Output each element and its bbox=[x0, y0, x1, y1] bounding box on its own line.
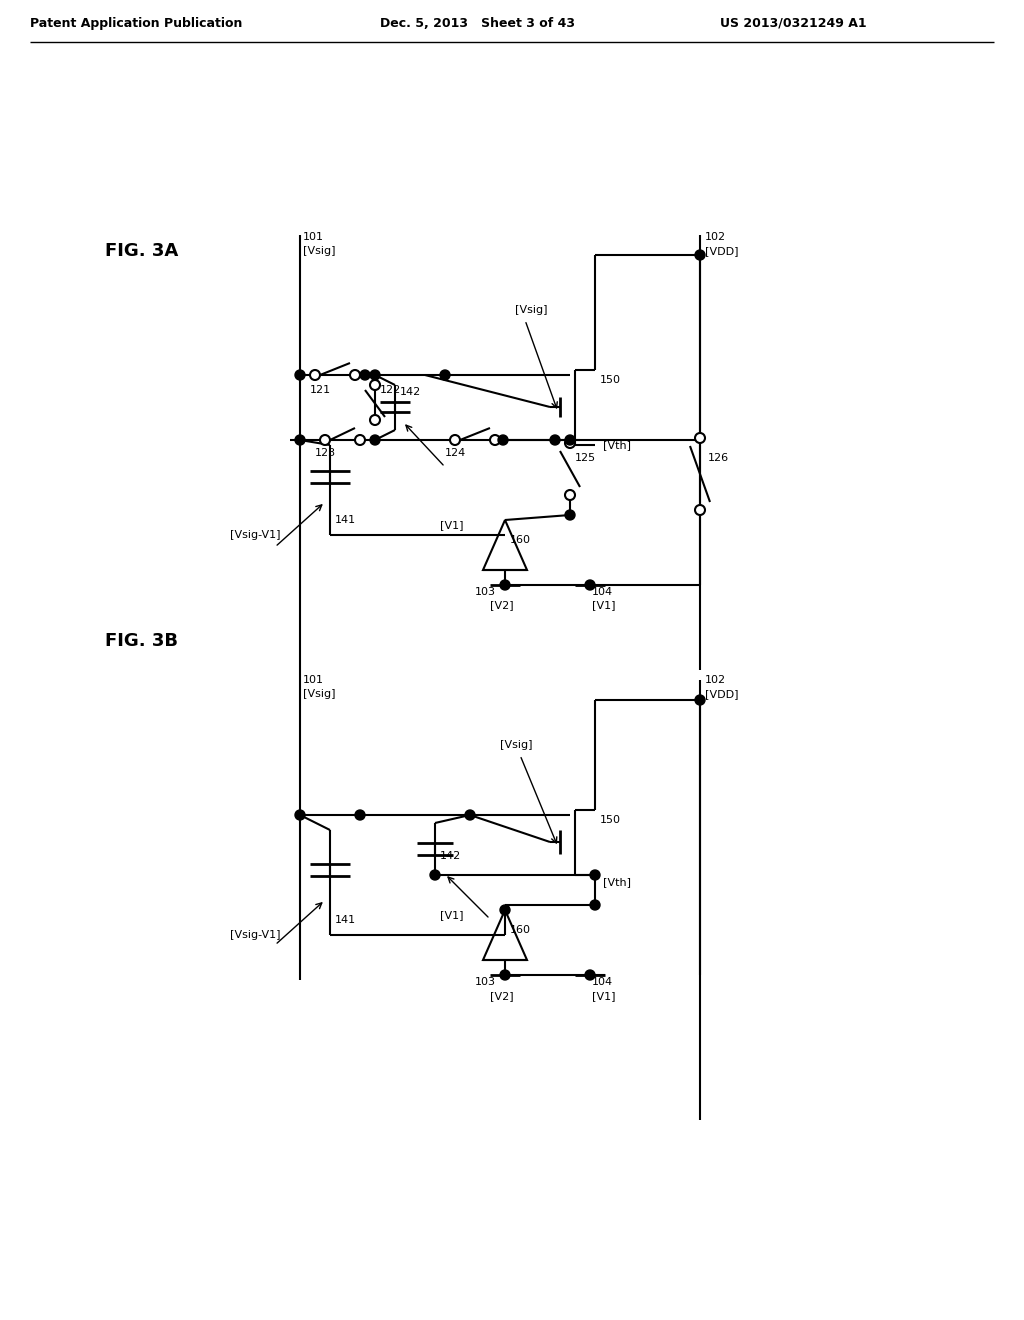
Text: [Vsig]: [Vsig] bbox=[303, 246, 336, 256]
Circle shape bbox=[355, 810, 365, 820]
Text: FIG. 3B: FIG. 3B bbox=[105, 632, 178, 649]
Circle shape bbox=[500, 970, 510, 979]
Circle shape bbox=[490, 436, 500, 445]
Circle shape bbox=[565, 438, 575, 447]
Circle shape bbox=[498, 436, 508, 445]
Circle shape bbox=[550, 436, 560, 445]
Text: [Vth]: [Vth] bbox=[603, 876, 631, 887]
Text: Patent Application Publication: Patent Application Publication bbox=[30, 17, 243, 30]
Text: [VDD]: [VDD] bbox=[705, 689, 738, 700]
Text: [Vsig]: [Vsig] bbox=[515, 305, 548, 315]
Text: [V2]: [V2] bbox=[490, 991, 514, 1001]
Text: 101: 101 bbox=[303, 232, 324, 242]
Text: Dec. 5, 2013   Sheet 3 of 43: Dec. 5, 2013 Sheet 3 of 43 bbox=[380, 17, 575, 30]
Circle shape bbox=[565, 490, 575, 500]
Text: [V1]: [V1] bbox=[440, 520, 464, 531]
Text: 142: 142 bbox=[400, 387, 421, 397]
Circle shape bbox=[590, 870, 600, 880]
Circle shape bbox=[350, 370, 360, 380]
Circle shape bbox=[355, 436, 365, 445]
Text: 121: 121 bbox=[310, 385, 331, 395]
Circle shape bbox=[295, 436, 305, 445]
Text: [V2]: [V2] bbox=[490, 601, 514, 610]
Text: [Vsig]: [Vsig] bbox=[303, 689, 336, 700]
Text: [Vsig-V1]: [Vsig-V1] bbox=[230, 531, 281, 540]
Circle shape bbox=[500, 906, 510, 915]
Text: 150: 150 bbox=[600, 814, 621, 825]
Circle shape bbox=[695, 249, 705, 260]
Text: 103: 103 bbox=[475, 977, 496, 987]
Circle shape bbox=[370, 380, 380, 389]
Text: 104: 104 bbox=[592, 587, 613, 597]
Circle shape bbox=[295, 810, 305, 820]
Text: 104: 104 bbox=[592, 977, 613, 987]
Text: 103: 103 bbox=[475, 587, 496, 597]
Circle shape bbox=[319, 436, 330, 445]
Text: 150: 150 bbox=[600, 375, 621, 385]
Circle shape bbox=[695, 433, 705, 444]
Circle shape bbox=[450, 436, 460, 445]
Text: [Vth]: [Vth] bbox=[603, 440, 631, 450]
Text: 141: 141 bbox=[335, 515, 356, 525]
Text: 126: 126 bbox=[708, 453, 729, 463]
Circle shape bbox=[585, 579, 595, 590]
Text: 124: 124 bbox=[445, 447, 466, 458]
Circle shape bbox=[565, 436, 575, 445]
Circle shape bbox=[695, 506, 705, 515]
Text: 160: 160 bbox=[510, 925, 531, 935]
Circle shape bbox=[370, 370, 380, 380]
Circle shape bbox=[370, 436, 380, 445]
Circle shape bbox=[440, 370, 450, 380]
Circle shape bbox=[465, 810, 475, 820]
Text: 160: 160 bbox=[510, 535, 531, 545]
Circle shape bbox=[370, 414, 380, 425]
Circle shape bbox=[695, 696, 705, 705]
Text: US 2013/0321249 A1: US 2013/0321249 A1 bbox=[720, 17, 866, 30]
Text: 123: 123 bbox=[315, 447, 336, 458]
Text: 122: 122 bbox=[380, 385, 401, 395]
Text: 141: 141 bbox=[335, 915, 356, 925]
Text: 102: 102 bbox=[705, 675, 726, 685]
Text: FIG. 3A: FIG. 3A bbox=[105, 242, 178, 260]
Circle shape bbox=[310, 370, 319, 380]
Text: [VDD]: [VDD] bbox=[705, 246, 738, 256]
Text: 102: 102 bbox=[705, 232, 726, 242]
Text: 142: 142 bbox=[440, 851, 461, 861]
Text: [V1]: [V1] bbox=[440, 909, 464, 920]
Text: [V1]: [V1] bbox=[592, 601, 615, 610]
Text: [Vsig]: [Vsig] bbox=[500, 741, 532, 750]
Text: [V1]: [V1] bbox=[592, 991, 615, 1001]
Text: 125: 125 bbox=[575, 453, 596, 463]
Text: 101: 101 bbox=[303, 675, 324, 685]
Circle shape bbox=[585, 970, 595, 979]
Text: [Vsig-V1]: [Vsig-V1] bbox=[230, 931, 281, 940]
Circle shape bbox=[590, 900, 600, 909]
Circle shape bbox=[500, 579, 510, 590]
Circle shape bbox=[565, 510, 575, 520]
Circle shape bbox=[430, 870, 440, 880]
Circle shape bbox=[295, 370, 305, 380]
Circle shape bbox=[360, 370, 370, 380]
